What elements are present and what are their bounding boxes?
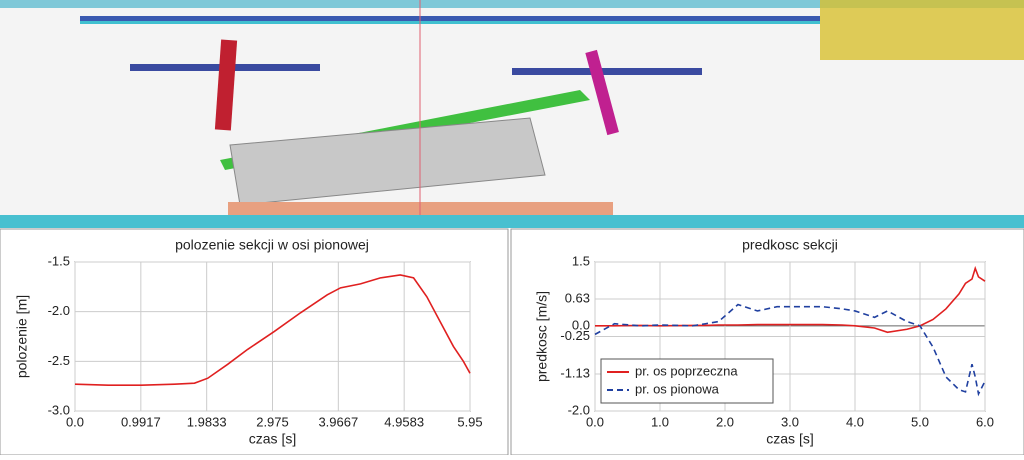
beam <box>80 21 820 24</box>
x-tick-label: 4.0 <box>846 414 864 429</box>
y-tick-label: 0.63 <box>565 290 590 305</box>
data-line <box>594 303 986 397</box>
y-tick-label: -2.0 <box>568 402 590 417</box>
x-tick-label: 4.9583 <box>384 414 424 429</box>
x-tick-label: 6.0 <box>976 414 994 429</box>
y-tick-label: -3.0 <box>48 402 70 417</box>
data-line <box>74 274 471 386</box>
x-tick-label: 2.975 <box>256 414 289 429</box>
arm <box>585 49 619 136</box>
x-axis-label: czas [s] <box>249 431 296 447</box>
chart-title: predkosc sekcji <box>742 237 838 253</box>
legend-label: pr. os pionowa <box>635 381 720 396</box>
beam <box>80 16 820 21</box>
x-axis-label: czas [s] <box>766 431 813 447</box>
x-tick-label: 3.0 <box>781 414 799 429</box>
beam <box>512 68 702 75</box>
y-axis-label: predkosc [m/s] <box>534 291 550 382</box>
x-tick-label: 1.9833 <box>187 414 227 429</box>
y-tick-label: 0.0 <box>572 317 590 332</box>
x-tick-label: 5.0 <box>911 414 929 429</box>
props <box>820 0 1024 60</box>
x-tick-label: 5.95 <box>457 414 482 429</box>
y-tick-label: -2.5 <box>48 353 70 368</box>
y-tick-label: -1.5 <box>48 253 70 268</box>
x-tick-label: 0.0 <box>586 414 604 429</box>
legend-label: pr. os poprzeczna <box>635 363 738 378</box>
arm <box>214 39 238 131</box>
y-tick-label: -1.13 <box>560 365 590 380</box>
chart-title: polozenie sekcji w osi pionowej <box>175 237 369 253</box>
x-tick-label: 1.0 <box>651 414 669 429</box>
simulation-view <box>0 0 1024 228</box>
y-axis-label: polozenie [m] <box>14 295 30 378</box>
y-tick-label: -0.25 <box>560 328 590 343</box>
legend-box <box>600 358 774 404</box>
y-tick-label: -2.0 <box>48 303 70 318</box>
top-rail <box>0 0 1024 8</box>
x-tick-label: 3.9667 <box>318 414 358 429</box>
x-tick-label: 0.9917 <box>121 414 161 429</box>
floor <box>0 215 1024 228</box>
x-tick-label: 2.0 <box>716 414 734 429</box>
y-tick-label: 1.5 <box>572 253 590 268</box>
section-body <box>229 117 546 206</box>
x-tick-label: 0.0 <box>66 414 84 429</box>
